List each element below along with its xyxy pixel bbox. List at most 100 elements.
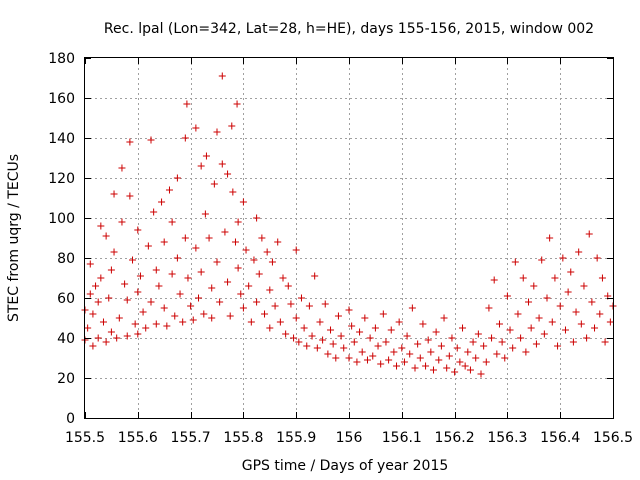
- data-point: [118, 164, 126, 172]
- data-point: [472, 354, 480, 362]
- data-point: [181, 134, 189, 142]
- data-point: [382, 338, 390, 346]
- data-point: [107, 266, 115, 274]
- data-point: [530, 282, 538, 290]
- data-point: [131, 320, 139, 328]
- y-axis-label: STEC from uqrg / TECUs: [6, 154, 22, 322]
- data-point: [501, 354, 509, 362]
- plot-frame: [84, 57, 614, 419]
- y-tick-label: 60: [57, 291, 75, 307]
- data-point: [305, 302, 313, 310]
- y-tick-label: 140: [48, 131, 75, 147]
- data-point: [577, 320, 585, 328]
- data-point: [427, 348, 435, 356]
- data-points: [81, 72, 617, 378]
- data-point: [488, 334, 496, 342]
- data-point: [556, 302, 564, 310]
- data-point: [228, 122, 236, 130]
- data-point: [451, 368, 459, 376]
- data-point: [99, 318, 107, 326]
- data-point: [445, 352, 453, 360]
- data-point: [147, 298, 155, 306]
- data-point: [474, 330, 482, 338]
- data-point: [187, 302, 195, 310]
- x-tick-label: 156.4: [540, 430, 580, 446]
- data-point: [202, 152, 210, 160]
- data-point: [319, 336, 327, 344]
- data-point: [369, 352, 377, 360]
- data-point: [192, 124, 200, 132]
- data-point: [237, 290, 245, 298]
- y-tick-label: 160: [48, 91, 75, 107]
- data-point: [572, 308, 580, 316]
- data-point: [250, 256, 258, 264]
- data-point: [136, 272, 144, 280]
- data-point: [300, 324, 308, 332]
- x-tick-label: 155.5: [65, 430, 105, 446]
- data-point: [422, 362, 430, 370]
- data-point: [340, 344, 348, 352]
- data-point: [266, 286, 274, 294]
- data-point: [403, 332, 411, 340]
- data-point: [321, 300, 329, 308]
- data-point: [395, 318, 403, 326]
- data-point: [527, 324, 535, 332]
- data-point: [234, 218, 242, 226]
- data-point: [435, 356, 443, 364]
- data-point: [324, 350, 332, 358]
- data-point: [601, 338, 609, 346]
- data-point: [390, 348, 398, 356]
- data-point: [511, 258, 519, 266]
- data-point: [525, 298, 533, 306]
- data-point: [163, 322, 171, 330]
- grid: [85, 58, 613, 418]
- data-point: [327, 326, 335, 334]
- data-point: [86, 260, 94, 268]
- data-point: [337, 332, 345, 340]
- data-point: [371, 324, 379, 332]
- data-point: [152, 320, 160, 328]
- data-point: [129, 256, 137, 264]
- data-point: [92, 282, 100, 290]
- data-point: [253, 214, 261, 222]
- data-point: [456, 358, 464, 366]
- data-point: [461, 362, 469, 370]
- data-point: [266, 324, 274, 332]
- data-point: [213, 128, 221, 136]
- data-point: [297, 294, 305, 302]
- data-point: [519, 274, 527, 282]
- data-point: [583, 334, 591, 342]
- data-point: [126, 138, 134, 146]
- data-point: [201, 210, 209, 218]
- data-point: [316, 318, 324, 326]
- data-point: [173, 254, 181, 262]
- data-point: [134, 288, 142, 296]
- data-point: [197, 162, 205, 170]
- data-point: [593, 254, 601, 262]
- data-point: [495, 320, 503, 328]
- data-point: [440, 314, 448, 322]
- data-point: [224, 278, 232, 286]
- data-point: [158, 198, 166, 206]
- data-point: [303, 342, 311, 350]
- data-point: [97, 274, 105, 282]
- data-point: [105, 294, 113, 302]
- data-point: [459, 324, 467, 332]
- data-point: [165, 186, 173, 194]
- data-point: [506, 326, 514, 334]
- data-point: [485, 304, 493, 312]
- data-point: [292, 246, 300, 254]
- data-point: [385, 356, 393, 364]
- data-point: [183, 100, 191, 108]
- x-axis-label: GPS time / Days of year 2015: [242, 458, 449, 474]
- y-tick-label: 20: [57, 371, 75, 387]
- data-point: [588, 298, 596, 306]
- data-point: [86, 290, 94, 298]
- data-point: [213, 258, 221, 266]
- data-point: [561, 326, 569, 334]
- data-point: [606, 318, 614, 326]
- data-point: [221, 228, 229, 236]
- y-tick-label: 0: [66, 411, 75, 427]
- data-point: [490, 276, 498, 284]
- axis-ticks: [85, 58, 614, 419]
